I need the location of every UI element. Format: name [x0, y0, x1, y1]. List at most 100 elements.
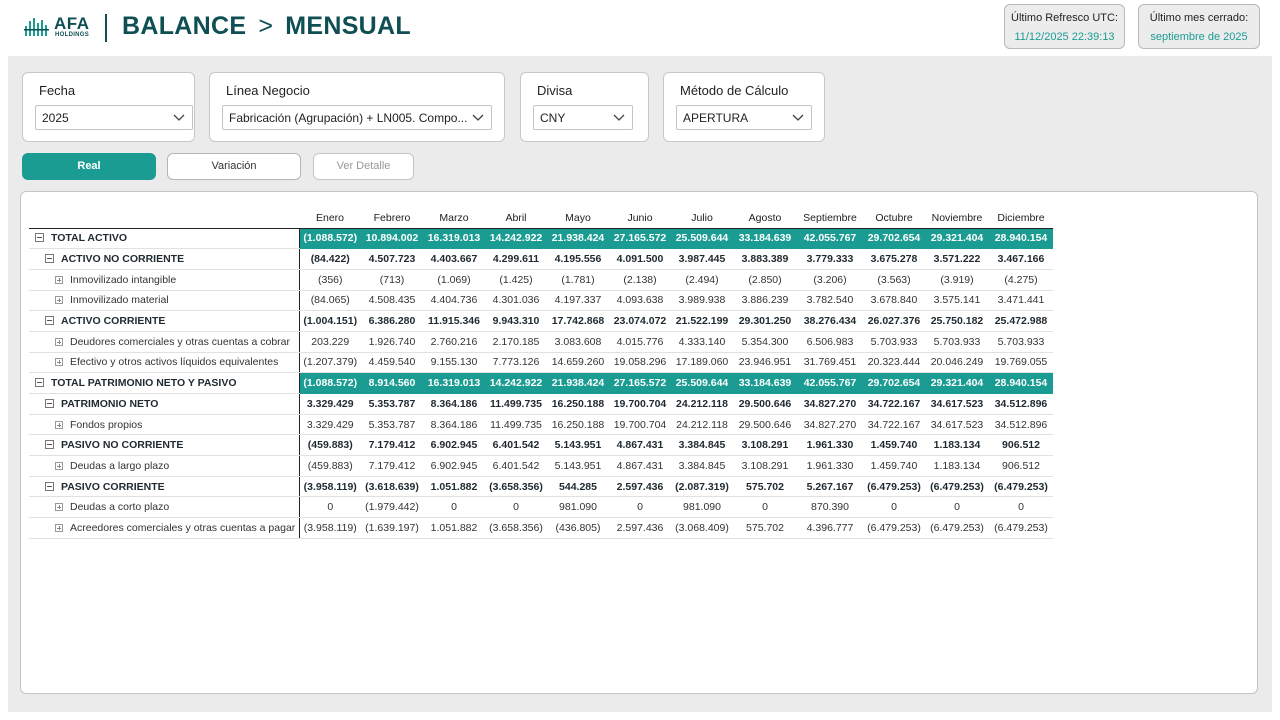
value-cell: 4.404.736 [423, 290, 485, 312]
row-label: Inmovilizado material [70, 294, 169, 307]
value-cell: 575.702 [733, 476, 797, 498]
expand-plus-icon[interactable] [55, 296, 63, 305]
value-cell: 0 [733, 496, 797, 519]
value-cell: (4.275) [989, 269, 1053, 291]
value-cell: 1.051.882 [423, 517, 485, 539]
value-cell: 870.390 [797, 496, 863, 519]
value-cell: 6.401.542 [485, 434, 547, 457]
expand-plus-icon[interactable] [55, 337, 63, 346]
collapse-minus-icon[interactable] [35, 233, 44, 243]
month-header[interactable]: Octubre [863, 200, 925, 229]
table-row: Efectivo y otros activos líquidos equiva… [29, 352, 1053, 374]
table-row: PASIVO NO CORRIENTE (459.883) 7.179.412 6.9… [29, 434, 1053, 457]
value-cell: 31.769.451 [797, 352, 863, 374]
value-cell: 34.617.523 [925, 393, 989, 415]
value-cell: 33.184.639 [733, 372, 797, 394]
collapse-minus-icon[interactable] [45, 254, 54, 264]
value-cell: 7.179.412 [361, 455, 423, 477]
filter-fecha: Fecha 2025 [22, 72, 195, 142]
value-cell: 1.926.740 [361, 331, 423, 353]
value-cell: 0 [925, 496, 989, 519]
value-cell: 3.108.291 [733, 455, 797, 477]
value-cell: 17.742.868 [547, 310, 609, 332]
table-row: TOTAL ACTIVO (1.088.572) 10.894.002 16.319.… [29, 228, 1053, 250]
title-section: BALANCE [122, 12, 247, 40]
metodo-calculo-dropdown[interactable]: APERTURA [676, 105, 812, 130]
month-header[interactable]: Agosto [733, 200, 797, 229]
value-cell: 8.914.560 [361, 372, 423, 394]
collapse-minus-icon[interactable] [45, 481, 54, 491]
row-label-cell: PATRIMONIO NETO [29, 393, 300, 415]
expand-plus-icon[interactable] [55, 420, 63, 429]
divisa-value: CNY [540, 111, 566, 125]
tab-variacion[interactable]: Variación [167, 153, 301, 180]
row-label: Deudas a largo plazo [70, 459, 170, 472]
value-cell: 1.183.134 [925, 434, 989, 457]
value-cell: 29.321.404 [925, 228, 989, 250]
value-cell: 25.472.988 [989, 310, 1053, 332]
linea-negocio-dropdown[interactable]: Fabricación (Agrupación) + LN005. Compo.… [222, 105, 492, 130]
collapse-minus-icon[interactable] [45, 398, 54, 408]
value-cell: 4.015.776 [609, 331, 671, 353]
collapse-minus-icon[interactable] [45, 440, 54, 450]
month-header[interactable]: Mayo [547, 200, 609, 229]
expand-plus-icon[interactable] [55, 503, 63, 512]
tab-real[interactable]: Real [22, 153, 156, 180]
value-cell: 29.500.646 [733, 393, 797, 415]
value-cell: 11.499.735 [485, 414, 547, 436]
expand-plus-icon[interactable] [55, 275, 63, 284]
month-header[interactable]: Julio [671, 200, 733, 229]
value-cell: 21.938.424 [547, 228, 609, 250]
expand-plus-icon[interactable] [55, 523, 63, 532]
month-header[interactable]: Febrero [361, 200, 423, 229]
value-cell: (1.069) [423, 269, 485, 291]
month-header[interactable]: Septiembre [797, 200, 863, 229]
filter-linea-negocio: Línea Negocio Fabricación (Agrupación) +… [209, 72, 505, 142]
row-label-cell: ACTIVO NO CORRIENTE [29, 248, 300, 270]
divisa-dropdown[interactable]: CNY [533, 105, 633, 130]
header-corner [29, 200, 299, 229]
row-label: Deudores comerciales y otras cuentas a c… [70, 335, 291, 348]
month-header[interactable]: Diciembre [989, 200, 1053, 229]
value-cell: 42.055.767 [797, 228, 863, 250]
expand-plus-icon[interactable] [55, 358, 63, 367]
value-cell: (3.958.119) [299, 476, 361, 498]
value-cell: 8.364.186 [423, 414, 485, 436]
header: AFA HOLDINGS BALANCE > MENSUAL Último Refr… [0, 0, 1280, 56]
value-cell: (1.639.197) [361, 517, 423, 539]
value-cell: (6.479.253) [863, 476, 925, 498]
month-header[interactable]: Noviembre [925, 200, 989, 229]
value-cell: 981.090 [671, 496, 733, 519]
page-title: BALANCE > MENSUAL [122, 12, 411, 41]
month-header[interactable]: Abril [485, 200, 547, 229]
value-cell: 3.108.291 [733, 434, 797, 457]
value-cell: (84.065) [299, 290, 361, 312]
expand-plus-icon[interactable] [55, 461, 63, 470]
value-cell: 34.512.896 [989, 393, 1053, 415]
value-cell: 26.027.376 [863, 310, 925, 332]
value-cell: 33.184.639 [733, 228, 797, 250]
value-cell: 4.396.777 [797, 517, 863, 539]
value-cell: 14.659.260 [547, 352, 609, 374]
value-cell: 28.940.154 [989, 228, 1053, 250]
row-label-cell: Efectivo y otros activos líquidos equiva… [29, 352, 300, 374]
value-cell: 27.165.572 [609, 372, 671, 394]
collapse-minus-icon[interactable] [45, 316, 54, 326]
month-header[interactable]: Junio [609, 200, 671, 229]
month-header[interactable]: Marzo [423, 200, 485, 229]
header-divider [105, 14, 107, 42]
fecha-dropdown[interactable]: 2025 [35, 105, 193, 130]
value-cell: 5.353.787 [361, 414, 423, 436]
value-cell: 1.051.882 [423, 476, 485, 498]
row-label: PASIVO NO CORRIENTE [61, 439, 184, 452]
ver-detalle-button[interactable]: Ver Detalle [313, 153, 414, 180]
value-cell: (6.479.253) [925, 476, 989, 498]
filter-metodo-label: Método de Cálculo [680, 83, 789, 98]
value-cell: 3.779.333 [797, 248, 863, 270]
collapse-minus-icon[interactable] [35, 378, 44, 388]
month-header[interactable]: Enero [299, 200, 361, 229]
value-cell: (3.068.409) [671, 517, 733, 539]
balance-table-card: Enero Febrero Marzo Abril Mayo Junio Julio Agos… [20, 191, 1258, 694]
row-label-cell: ACTIVO CORRIENTE [29, 310, 300, 332]
value-cell: (2.087.319) [671, 476, 733, 498]
